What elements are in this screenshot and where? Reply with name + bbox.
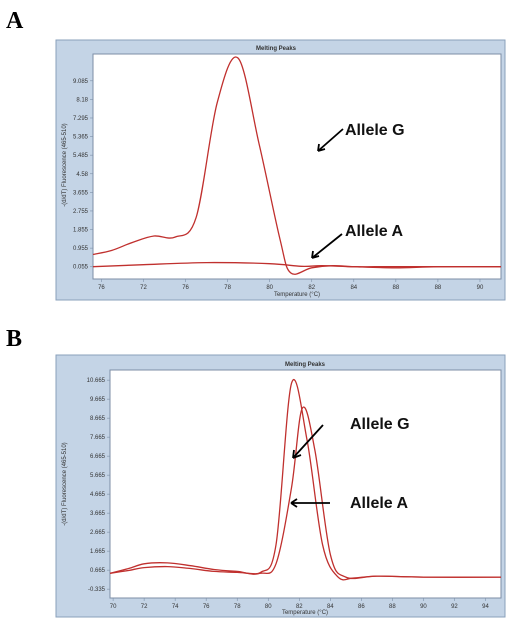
panel-a-annotation-allele-g: Allele G (345, 122, 405, 139)
panel-a-y-tick-label: 4.58 (76, 172, 88, 178)
panel-b-x-tick-label: 78 (234, 604, 241, 610)
panel-a-series-allele-a (92, 261, 502, 269)
panel-a-y-tick-label: 5.485 (73, 153, 89, 159)
panel-a-y-tick-label: 2.755 (73, 209, 89, 215)
panel-a-annotation-allele-a: Allele A (345, 223, 404, 240)
panel-a-y-axis-label: -(d/dT) Fluorescence (465-510) (62, 123, 68, 206)
panel-a-y-tick-label: 9.085 (73, 79, 89, 85)
panel-a-y-tick-label: 3.655 (73, 190, 89, 196)
panel-a-y-tick-label: 1.855 (73, 228, 89, 234)
panel-b-title: Melting Peaks (285, 362, 326, 368)
panel-b-x-tick-label: 76 (203, 604, 210, 610)
panel-b-x-tick-label: 70 (110, 604, 117, 610)
panel-a-arrow-allele-a (311, 233, 343, 259)
panel-b-x-tick-label: 88 (389, 604, 396, 610)
panel-b-annotation-allele-g: Allele G (350, 416, 410, 433)
panel-b-x-tick-label: 74 (172, 604, 179, 610)
panel-b-annotation-allele-a: Allele A (350, 495, 409, 512)
panel-a-x-tick-label: 88 (393, 285, 400, 291)
panel-a-x-tick-label: 76 (98, 285, 105, 291)
panel-b-x-tick-label: 72 (141, 604, 148, 610)
panel-a-y-tick-label: 5.365 (73, 135, 89, 141)
panel-letter-b: B (6, 326, 23, 352)
panel-b-y-tick-label: 5.665 (90, 473, 106, 479)
panel-a-x-tick-label: 90 (477, 285, 484, 291)
panel-a-x-tick-label: 78 (224, 285, 231, 291)
panel-a-x-axis-label: Temperature (°C) (274, 292, 320, 298)
panel-b-x-tick-label: 94 (482, 604, 489, 610)
panel-b-y-tick-label: 9.665 (90, 397, 106, 403)
panel-b-x-tick-label: 90 (420, 604, 427, 610)
panel-b-x-tick-label: 84 (327, 604, 334, 610)
panel-b-arrow-allele-g (292, 424, 324, 459)
panel-b-x-tick-label: 80 (265, 604, 272, 610)
panel-b-y-tick-label: 2.665 (90, 530, 106, 536)
panel-b-chart: Melting Peaks Temperature (°C) -(d/dT) F… (55, 354, 506, 618)
panel-b-y-tick-label: 8.665 (90, 416, 106, 422)
panel-b-y-tick-label: 0.665 (90, 568, 106, 574)
panel-b-x-axis-label: Temperature (°C) (282, 610, 328, 616)
panel-letter-a: A (6, 8, 24, 34)
panel-a-x-tick-label: 76 (182, 285, 189, 291)
panel-a-y-tick-label: 8.18 (76, 97, 88, 103)
panel-b-x-tick-label: 92 (451, 604, 458, 610)
panel-a-y-tick-label: 0.955 (73, 246, 89, 252)
panel-a-y-tick-label: 0.055 (73, 265, 89, 271)
panel-a-title: Melting Peaks (256, 46, 297, 52)
panel-a-x-tick-label: 72 (140, 285, 147, 291)
panel-a-x-tick-label: 88 (435, 285, 442, 291)
panel-b-y-tick-label: 6.665 (90, 454, 106, 460)
panel-a-plot-area (92, 53, 502, 280)
panel-b-y-tick-label: 4.665 (90, 492, 106, 498)
panel-b-y-tick-label: 3.665 (90, 511, 106, 517)
panel-b-x-tick-label: 86 (358, 604, 365, 610)
panel-b-y-tick-label: 10.665 (87, 378, 106, 384)
panel-a-arrow-allele-g (317, 128, 344, 152)
panel-b-y-tick-label: -0.335 (88, 587, 106, 593)
panel-a-x-tick-label: 84 (350, 285, 357, 291)
panel-b-series-allele-a (109, 406, 502, 580)
panel-b-plot-area (109, 369, 502, 599)
panel-a-chart: Melting Peaks Temperature (°C) -(d/dT) F… (55, 39, 506, 301)
panel-b-y-axis-label: -(d/dT) Fluorescence (465-510) (62, 442, 68, 525)
panel-b-arrow-allele-a (290, 498, 330, 508)
panel-b-x-tick-label: 82 (296, 604, 303, 610)
panel-b-y-tick-label: 7.665 (90, 435, 106, 441)
panel-b-y-tick-label: 1.665 (90, 549, 106, 555)
panel-a-x-tick-label: 80 (266, 285, 273, 291)
panel-a-y-tick-label: 7.295 (73, 116, 89, 122)
panel-a-x-tick-label: 82 (308, 285, 315, 291)
